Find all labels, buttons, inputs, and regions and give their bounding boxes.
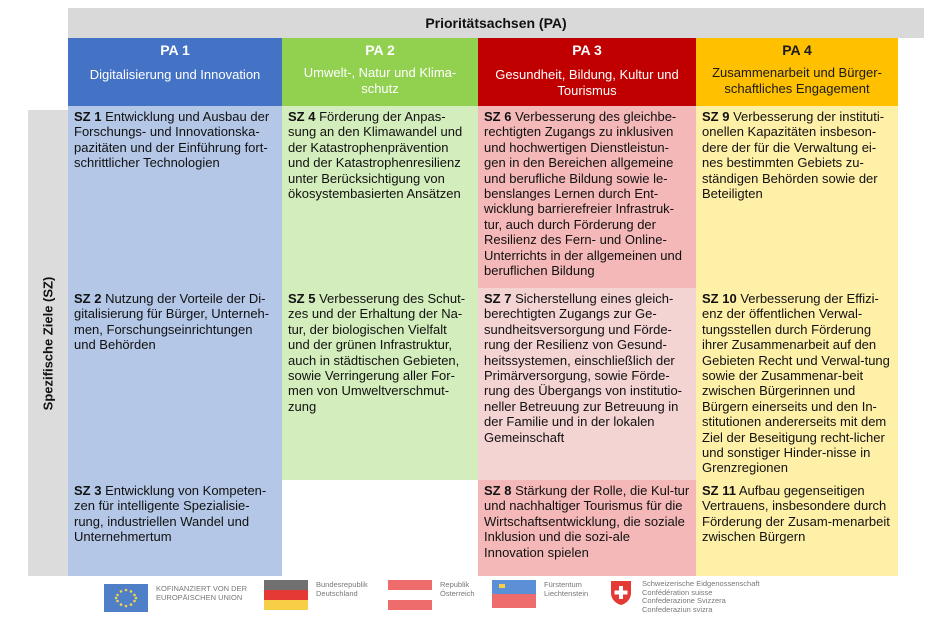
switzerland-label: Schweizerische Eidgenossenschaft Confédé… — [642, 579, 760, 614]
switzerland-label-line3: Confederazione Svizzera — [642, 596, 726, 605]
goal-sz5-code: SZ 5 — [288, 291, 316, 306]
austria-label-line2: Österreich — [440, 588, 475, 598]
pa2-header: PA 2 Umwelt-, Natur und Klima-schutz — [282, 38, 478, 106]
pa4-name: PA 4 — [782, 42, 812, 58]
goal-sz3: SZ 3 Entwicklung von Kompeten-zen für in… — [68, 480, 282, 576]
goal-sz6-text: Verbesserung des gleichbe-rechtigten Zug… — [484, 109, 682, 279]
side-label: Spezifische Ziele (SZ) — [28, 110, 68, 576]
pa3-header: PA 3 Gesundheit, Bildung, Kultur und Tou… — [478, 38, 696, 106]
goal-sz8: SZ 8 Stärkung der Rolle, die Kul-tur und… — [478, 480, 696, 576]
pa1-header: PA 1 Digitalisierung und Innovation — [68, 38, 282, 106]
switzerland-label-line2: Confédération suisse — [642, 587, 713, 597]
swiss-shield-icon — [611, 581, 631, 605]
goal-sz4-code: SZ 4 — [288, 109, 316, 124]
goal-sz3-text: Entwicklung von Kompeten-zen für intelli… — [74, 483, 267, 545]
eu-label-line2: EUROPÄISCHEN UNION — [156, 592, 243, 602]
goal-sz9: SZ 9 Verbesserung der instituti-onellen … — [696, 106, 898, 288]
goal-sz10-text: Verbesserung der Effizi-enz der öffentli… — [702, 291, 890, 476]
goal-sz11: SZ 11 Aufbau gegenseitigen Vertrauens, i… — [696, 480, 898, 576]
goal-sz9-text: Verbesserung der instituti-onellen Kapaz… — [702, 109, 885, 202]
goal-sz7: SZ 7 Sicherstellung eines gleich-berecht… — [478, 288, 696, 480]
germany-label: Bundesrepublik Deutschland — [316, 580, 368, 598]
goal-sz1-text: Entwicklung und Ausbau der Forschungs- u… — [74, 109, 270, 171]
goal-sz9-code: SZ 9 — [702, 109, 730, 124]
switzerland-label-line4: Confederaziun svizra — [642, 604, 713, 614]
germany-flag-icon — [264, 580, 308, 610]
eu-flag-icon — [104, 584, 148, 612]
goal-sz3-code: SZ 3 — [74, 483, 102, 498]
goal-sz10-code: SZ 10 — [702, 291, 737, 306]
pa1-title: Digitalisierung und Innovation — [89, 67, 261, 82]
switzerland-label-line1: Schweizerische Eidgenossenschaft — [642, 579, 760, 588]
goal-sz6-code: SZ 6 — [484, 109, 512, 124]
goal-sz7-code: SZ 7 — [484, 291, 512, 306]
germany-label-line2: Deutschland — [316, 588, 358, 598]
goal-sz8-text: Stärkung der Rolle, die Kul-tur und nach… — [484, 483, 690, 560]
priority-axes-header: Prioritätsachsen (PA) — [68, 8, 924, 38]
side-label-background — [28, 110, 68, 576]
pa4-header: PA 4 Zusammenarbeit und Bürger-schaftlic… — [696, 38, 898, 106]
goal-sz5-text: Verbesserung des Schut-zes und der Erhal… — [288, 291, 466, 414]
goal-sz11-text: Aufbau gegenseitigen Vertrauens, insbeso… — [702, 483, 890, 545]
eu-label: KOFINANZIERT VON DER EUROPÄISCHEN UNION — [156, 584, 247, 602]
liechtenstein-label-line1: Fürstentum — [544, 580, 582, 589]
liechtenstein-label-line2: Liechtenstein — [544, 588, 589, 598]
liechtenstein-flag-icon — [492, 580, 536, 608]
goal-sz2: SZ 2 Nutzung der Vorteile der Di-gitalis… — [68, 288, 282, 480]
austria-flag-icon — [388, 580, 432, 610]
pa3-name: PA 3 — [572, 42, 602, 58]
goal-sz10: SZ 10 Verbesserung der Effizi-enz der öf… — [696, 288, 898, 480]
footer-logos: KOFINANZIERT VON DER EUROPÄISCHEN UNION … — [0, 578, 928, 628]
goal-sz8-code: SZ 8 — [484, 483, 512, 498]
goal-sz11-code: SZ 11 — [702, 483, 736, 498]
pa2-title: Umwelt-, Natur und Klima-schutz — [303, 65, 457, 96]
pa2-name: PA 2 — [365, 42, 395, 58]
goal-sz2-text: Nutzung der Vorteile der Di-gitalisierun… — [74, 291, 270, 353]
liechtenstein-label: Fürstentum Liechtenstein — [544, 580, 589, 598]
goal-sz1-code: SZ 1 — [74, 109, 102, 124]
eu-label-line1: KOFINANZIERT VON DER — [156, 584, 247, 593]
pa4-title: Zusammenarbeit und Bürger-schaftliches E… — [712, 65, 882, 96]
pa3-title: Gesundheit, Bildung, Kultur und Tourismu… — [495, 67, 679, 98]
goal-sz6: SZ 6 Verbesserung des gleichbe-rechtigte… — [478, 106, 696, 288]
goal-sz7-text: Sicherstellung eines gleich-berechtigten… — [484, 291, 683, 445]
pa1-name: PA 1 — [160, 42, 190, 58]
goal-sz4-text: Förderung der Anpas-sung an den Klimawan… — [288, 109, 463, 202]
austria-label-line1: Republik — [440, 580, 470, 589]
austria-label: Republik Österreich — [440, 580, 475, 598]
goal-sz4: SZ 4 Förderung der Anpas-sung an den Kli… — [282, 106, 478, 288]
germany-label-line1: Bundesrepublik — [316, 580, 368, 589]
goal-sz2-code: SZ 2 — [74, 291, 102, 306]
side-label-text: Spezifische Ziele (SZ) — [40, 276, 56, 410]
goal-sz1: SZ 1 Entwicklung und Ausbau der Forschun… — [68, 106, 282, 288]
goal-sz5: SZ 5 Verbesserung des Schut-zes und der … — [282, 288, 478, 480]
